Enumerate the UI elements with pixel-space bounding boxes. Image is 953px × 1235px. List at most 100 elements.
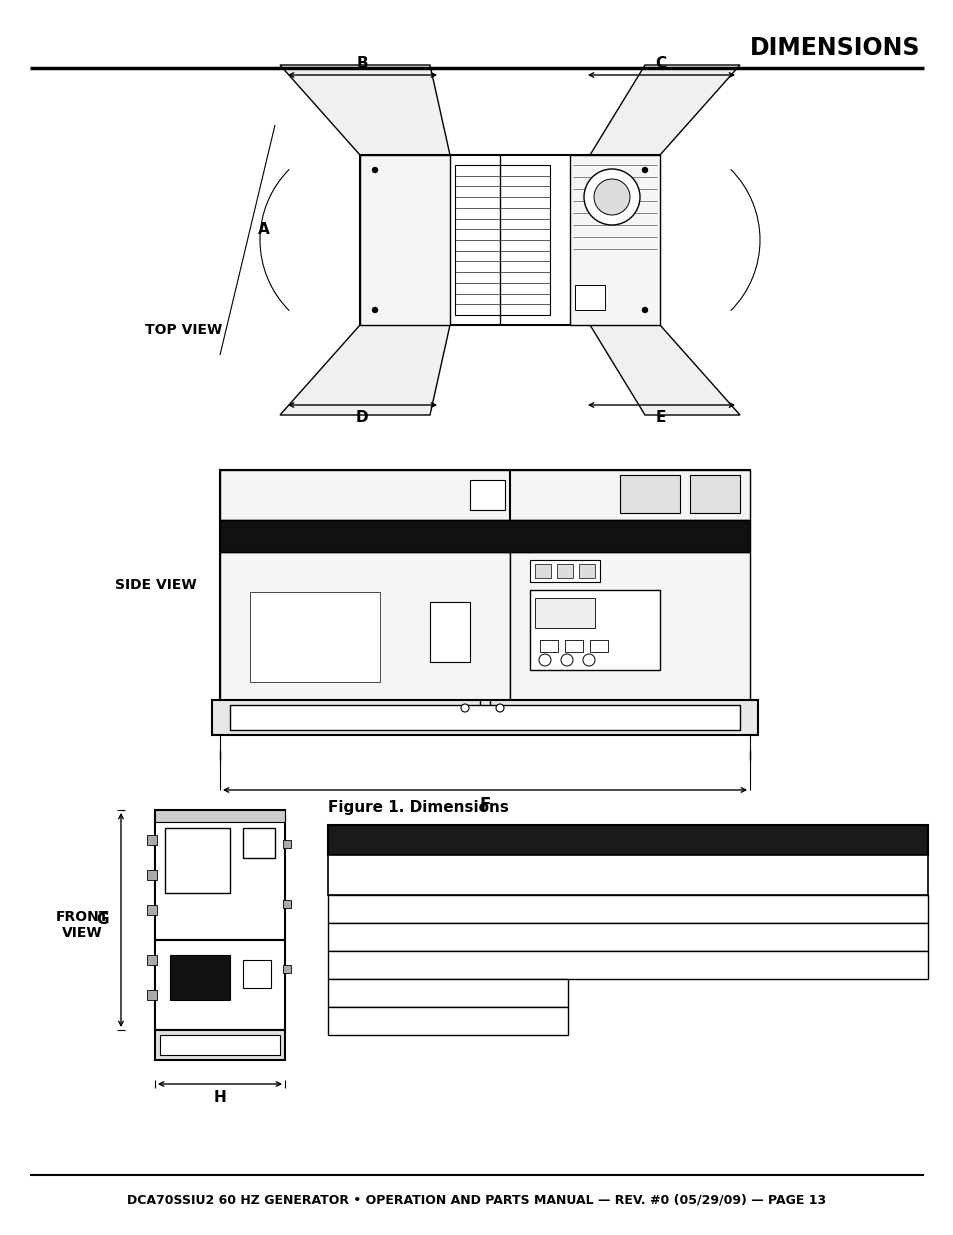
Text: FRONT
VIEW: FRONT VIEW	[55, 910, 109, 940]
Bar	[359, 156, 659, 325]
Circle shape	[372, 308, 377, 312]
Bar	[283, 840, 291, 848]
Bar	[328, 895, 927, 923]
Polygon shape	[280, 65, 450, 156]
Text: 70: 70	[663, 526, 695, 546]
Text: F: F	[478, 797, 490, 814]
Bar	[689, 475, 740, 513]
Bar	[165, 827, 230, 893]
Bar	[243, 960, 271, 988]
Text: [E]: [E]	[442, 627, 456, 637]
Bar	[455, 165, 550, 315]
Text: Reference
Letter: Reference Letter	[334, 861, 405, 889]
Text: D: D	[365, 987, 375, 999]
Bar	[430, 601, 470, 662]
Text: 55.12 in. (1,400 mm.): 55.12 in. (1,400 mm.)	[757, 930, 894, 944]
Bar	[154, 810, 285, 823]
Text: DIMENSIONS: DIMENSIONS	[749, 36, 919, 61]
Text: C: C	[365, 958, 374, 972]
Bar	[147, 835, 157, 845]
Bar	[328, 979, 567, 1007]
Text: F: F	[641, 903, 649, 915]
Text: DCA70SSIU2 60 HZ GENERATOR • OPERATION AND PARTS MANUAL — REV. #0 (05/29/09) — P: DCA70SSIU2 60 HZ GENERATOR • OPERATION A…	[128, 1193, 825, 1207]
Bar	[589, 640, 607, 652]
Text: SIDE VIEW: SIDE VIEW	[115, 578, 196, 592]
Text: D: D	[355, 410, 368, 425]
Text: A: A	[258, 222, 270, 237]
Bar	[220, 520, 749, 552]
Text: 30.50 in. (775 mm.): 30.50 in. (775 mm.)	[427, 930, 552, 944]
Text: B: B	[355, 56, 368, 70]
Bar	[283, 965, 291, 973]
Text: Figure 1. Dimensions: Figure 1. Dimensions	[328, 800, 508, 815]
Bar	[535, 564, 551, 578]
Text: power: power	[192, 990, 209, 995]
Bar	[243, 827, 274, 858]
Bar	[578, 564, 595, 578]
Bar	[283, 900, 291, 908]
Bar	[170, 955, 230, 1000]
Text: H: H	[640, 958, 650, 972]
Bar	[154, 940, 285, 1030]
Text: A: A	[365, 903, 374, 915]
Circle shape	[372, 168, 377, 173]
Bar	[328, 951, 927, 979]
Bar	[147, 955, 157, 965]
Bar	[220, 471, 749, 700]
Text: B: B	[365, 930, 374, 944]
Bar	[328, 825, 927, 855]
Bar	[359, 156, 450, 325]
Text: Dimension in. (mm): Dimension in. (mm)	[757, 868, 894, 882]
Bar	[575, 285, 604, 310]
Bar	[154, 810, 285, 940]
Polygon shape	[589, 325, 740, 415]
Text: E: E	[366, 1014, 374, 1028]
Text: 35.80 in. (910 mm.): 35.80 in. (910 mm.)	[427, 1014, 552, 1028]
Text: E: E	[655, 410, 665, 425]
Bar	[160, 1035, 280, 1055]
Bar	[535, 598, 595, 629]
Bar	[220, 552, 510, 700]
Polygon shape	[589, 65, 740, 156]
Text: Dimension in. (mm): Dimension in. (mm)	[420, 868, 558, 882]
Text: 35.80 in. (910 mm.): 35.80 in. (910 mm.)	[427, 958, 552, 972]
Text: TOP VIEW: TOP VIEW	[145, 324, 222, 337]
Bar	[569, 156, 659, 325]
Bar	[220, 471, 749, 520]
Text: WHISPERWATT: WHISPERWATT	[363, 530, 467, 542]
Circle shape	[538, 655, 551, 666]
Bar	[470, 480, 504, 510]
Circle shape	[583, 169, 639, 225]
Text: H: H	[213, 1091, 226, 1105]
Text: POWER: POWER	[292, 657, 337, 667]
Bar	[147, 869, 157, 881]
Text: 30.31 in. (770 mm.): 30.31 in. (770 mm.)	[427, 903, 552, 915]
Text: G: G	[96, 913, 110, 927]
Text: Reference Letter: Reference Letter	[586, 868, 704, 882]
Bar	[510, 552, 749, 700]
Circle shape	[460, 704, 469, 713]
Text: Table 3. Dimensions: Table 3. Dimensions	[542, 832, 713, 847]
Text: G: G	[640, 930, 650, 944]
Bar	[147, 905, 157, 915]
Text: MQ: MQ	[287, 622, 343, 652]
Text: MQ: MQ	[190, 978, 210, 988]
Bar	[530, 590, 659, 671]
Circle shape	[594, 179, 629, 215]
Bar	[328, 855, 927, 895]
Text: 35.43 in. (900 mm.): 35.43 in. (900 mm.)	[762, 958, 887, 972]
Circle shape	[641, 168, 647, 173]
Polygon shape	[280, 325, 450, 415]
Bar	[530, 559, 599, 582]
Text: 94.49 in. (2,400 mm.): 94.49 in. (2,400 mm.)	[757, 903, 893, 915]
Bar	[328, 923, 927, 951]
Text: [K]: [K]	[253, 839, 265, 847]
Circle shape	[582, 655, 595, 666]
Bar	[557, 564, 573, 578]
Bar	[154, 1030, 285, 1060]
Circle shape	[641, 308, 647, 312]
Text: 30.50 in. (775 mm.): 30.50 in. (775 mm.)	[427, 987, 552, 999]
Bar	[230, 705, 740, 730]
Bar	[539, 640, 558, 652]
Text: C: C	[655, 56, 666, 70]
